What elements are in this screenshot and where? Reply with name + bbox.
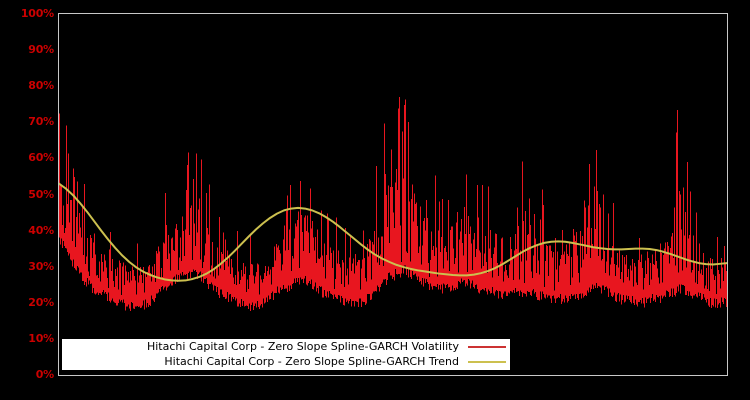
chart-legend: Hitachi Capital Corp - Zero Slope Spline… bbox=[62, 339, 510, 370]
y-tick-label: 100% bbox=[20, 7, 54, 20]
y-tick-label: 50% bbox=[28, 187, 54, 201]
legend-entry-volatility: Hitachi Capital Corp - Zero Slope Spline… bbox=[62, 339, 510, 354]
legend-label-volatility: Hitachi Capital Corp - Zero Slope Spline… bbox=[146, 340, 459, 353]
trend-series bbox=[59, 182, 727, 282]
legend-label-trend: Hitachi Capital Corp - Zero Slope Spline… bbox=[164, 355, 459, 368]
plot-area bbox=[58, 13, 728, 376]
y-tick-label: 10% bbox=[28, 331, 54, 345]
y-tick-label: 40% bbox=[28, 223, 54, 237]
y-tick-label: 20% bbox=[28, 295, 54, 309]
y-tick-label: 0% bbox=[35, 368, 54, 381]
y-tick-label: 70% bbox=[28, 115, 54, 129]
y-axis: 100% 90% 80% 70% 60% 50% 40% 30% 20% 10% 0% bbox=[0, 0, 54, 400]
legend-swatch-trend bbox=[468, 360, 506, 363]
series-layer bbox=[59, 97, 727, 312]
y-tick-label: 60% bbox=[28, 151, 54, 165]
legend-swatch-volatility bbox=[468, 345, 506, 348]
y-tick-label: 30% bbox=[28, 259, 54, 273]
y-tick-label: 90% bbox=[28, 43, 54, 57]
legend-entry-trend: Hitachi Capital Corp - Zero Slope Spline… bbox=[62, 354, 510, 369]
y-tick-label: 80% bbox=[28, 79, 54, 93]
